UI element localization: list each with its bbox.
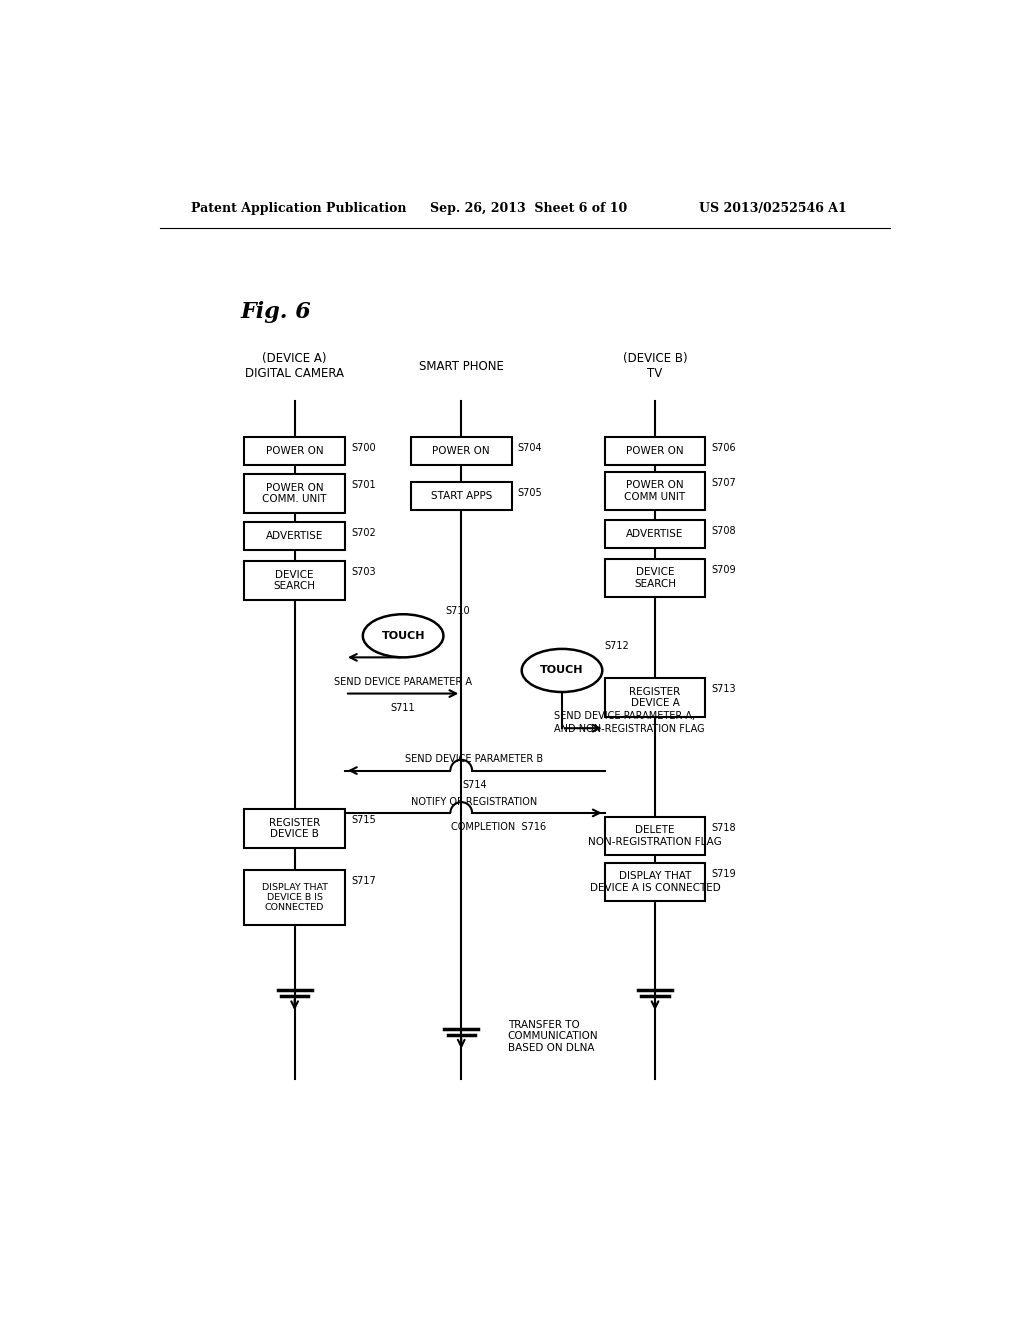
Bar: [604, 520, 706, 548]
Text: S706: S706: [712, 444, 736, 453]
Text: POWER ON: POWER ON: [432, 446, 490, 455]
Bar: [245, 561, 345, 599]
Text: START APPS: START APPS: [430, 491, 492, 500]
Text: REGISTER
DEVICE A: REGISTER DEVICE A: [630, 686, 681, 709]
Text: SEND DEVICE PARAMETER A,: SEND DEVICE PARAMETER A,: [554, 710, 695, 721]
Text: S709: S709: [712, 565, 736, 576]
Text: S715: S715: [351, 816, 376, 825]
Bar: [245, 437, 345, 465]
Bar: [245, 870, 345, 925]
Text: S704: S704: [518, 444, 543, 453]
Text: SEND DEVICE PARAMETER B: SEND DEVICE PARAMETER B: [406, 755, 544, 764]
Bar: [604, 437, 706, 465]
Text: (DEVICE B)
TV: (DEVICE B) TV: [623, 352, 687, 380]
Text: S718: S718: [712, 822, 736, 833]
Text: S700: S700: [351, 444, 376, 453]
Text: ADVERTISE: ADVERTISE: [266, 531, 324, 541]
Text: POWER ON: POWER ON: [266, 446, 324, 455]
Bar: [411, 437, 512, 465]
Text: (DEVICE A)
DIGITAL CAMERA: (DEVICE A) DIGITAL CAMERA: [245, 352, 344, 380]
Text: S702: S702: [351, 528, 376, 539]
Text: DEVICE
SEARCH: DEVICE SEARCH: [273, 569, 315, 591]
Text: S717: S717: [351, 876, 376, 886]
Text: S719: S719: [712, 869, 736, 879]
Text: S714: S714: [462, 780, 486, 789]
Bar: [604, 471, 706, 511]
Text: POWER ON
COMM. UNIT: POWER ON COMM. UNIT: [262, 483, 327, 504]
Text: ADVERTISE: ADVERTISE: [627, 529, 684, 539]
Text: TRANSFER TO
COMMUNICATION
BASED ON DLNA: TRANSFER TO COMMUNICATION BASED ON DLNA: [508, 1019, 598, 1053]
Bar: [604, 678, 706, 717]
Text: S708: S708: [712, 527, 736, 536]
Bar: [604, 558, 706, 597]
Text: S705: S705: [518, 488, 543, 498]
Text: S713: S713: [712, 684, 736, 694]
Bar: [604, 817, 706, 855]
Text: AND NON-REGISTRATION FLAG: AND NON-REGISTRATION FLAG: [554, 725, 705, 734]
Text: S701: S701: [351, 480, 376, 490]
Bar: [245, 521, 345, 549]
Text: DISPLAY THAT
DEVICE A IS CONNECTED: DISPLAY THAT DEVICE A IS CONNECTED: [590, 871, 720, 894]
Text: DEVICE
SEARCH: DEVICE SEARCH: [634, 568, 676, 589]
Text: POWER ON: POWER ON: [627, 446, 684, 455]
Text: SEND DEVICE PARAMETER A: SEND DEVICE PARAMETER A: [334, 677, 472, 688]
Text: S703: S703: [351, 568, 376, 577]
Ellipse shape: [521, 649, 602, 692]
Text: Patent Application Publication: Patent Application Publication: [191, 202, 407, 215]
Text: TOUCH: TOUCH: [541, 665, 584, 676]
Text: Sep. 26, 2013  Sheet 6 of 10: Sep. 26, 2013 Sheet 6 of 10: [430, 202, 627, 215]
Bar: [411, 482, 512, 510]
Text: DISPLAY THAT
DEVICE B IS
CONNECTED: DISPLAY THAT DEVICE B IS CONNECTED: [261, 883, 328, 912]
Text: S710: S710: [445, 606, 470, 616]
Text: TOUCH: TOUCH: [381, 631, 425, 640]
Text: NOTIFY OF REGISTRATION: NOTIFY OF REGISTRATION: [412, 797, 538, 807]
Text: S711: S711: [391, 702, 416, 713]
Text: S707: S707: [712, 478, 736, 488]
Text: SMART PHONE: SMART PHONE: [419, 360, 504, 372]
Text: COMPLETION  S716: COMPLETION S716: [451, 822, 546, 832]
Text: Fig. 6: Fig. 6: [241, 301, 311, 323]
Text: REGISTER
DEVICE B: REGISTER DEVICE B: [269, 817, 321, 840]
Bar: [245, 474, 345, 512]
Bar: [604, 863, 706, 902]
Ellipse shape: [362, 614, 443, 657]
Text: S712: S712: [604, 640, 630, 651]
Text: POWER ON
COMM UNIT: POWER ON COMM UNIT: [625, 480, 685, 502]
Text: DELETE
NON-REGISTRATION FLAG: DELETE NON-REGISTRATION FLAG: [588, 825, 722, 847]
Text: US 2013/0252546 A1: US 2013/0252546 A1: [699, 202, 847, 215]
Bar: [245, 809, 345, 847]
